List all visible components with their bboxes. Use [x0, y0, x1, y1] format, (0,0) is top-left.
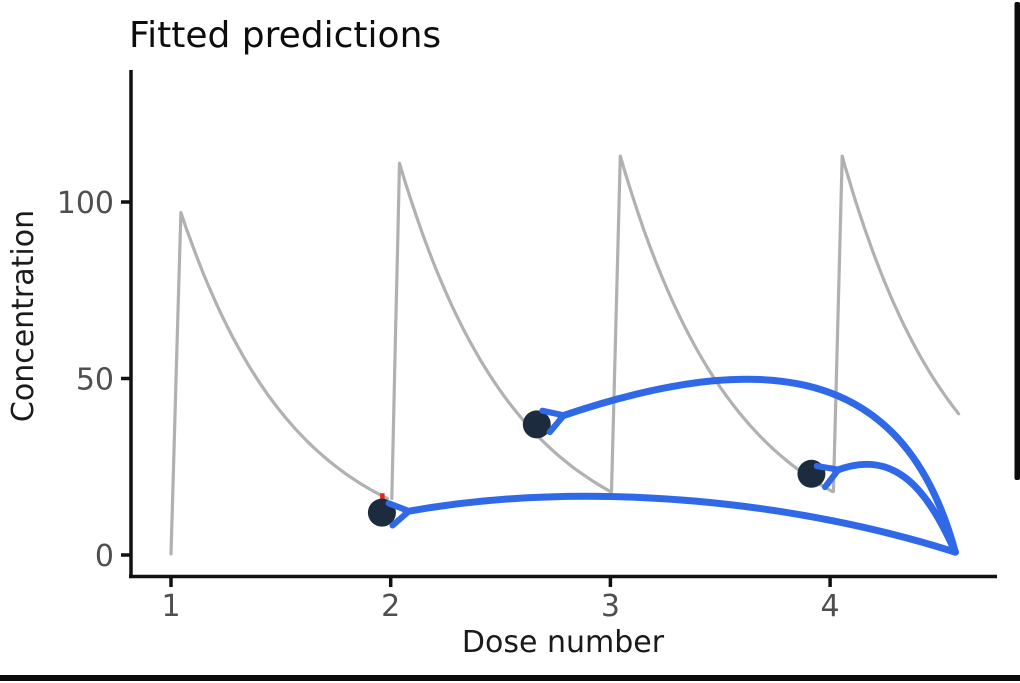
- arrow-to-observation-3: [813, 460, 959, 556]
- y-tick-label: 100: [57, 186, 114, 221]
- dose-interval-4-curve: [831, 154, 961, 494]
- x-tick-label: 1: [161, 589, 180, 624]
- frame-right-edge: [1014, 2, 1020, 480]
- y-axis-title: Concentration: [6, 210, 41, 422]
- arrow-to-observation-1: [385, 492, 959, 556]
- x-tick-label: 2: [381, 589, 400, 624]
- frame-bottom-edge: [0, 675, 1020, 681]
- observation-3-dot: [797, 459, 826, 488]
- x-tick-label: 4: [821, 589, 840, 624]
- dose-interval-2-curve: [390, 161, 612, 501]
- y-tick-label: 0: [95, 539, 114, 574]
- observation-2-dot: [522, 410, 551, 439]
- dose-interval-3-curve: [609, 154, 834, 494]
- axis-ticks: 1 2 3 4 0 50 100: [57, 186, 840, 624]
- arrow-to-observation-2: [539, 375, 959, 556]
- x-axis-title: Dose number: [462, 625, 665, 660]
- fitted-curves: [169, 154, 961, 556]
- chart-title: Fitted predictions: [129, 15, 441, 56]
- annotation-arrows: [385, 375, 959, 556]
- observation-1-dot: [367, 498, 396, 527]
- dose-interval-1-curve: [169, 211, 389, 556]
- y-tick-label: 50: [76, 363, 114, 398]
- x-tick-label: 3: [601, 589, 620, 624]
